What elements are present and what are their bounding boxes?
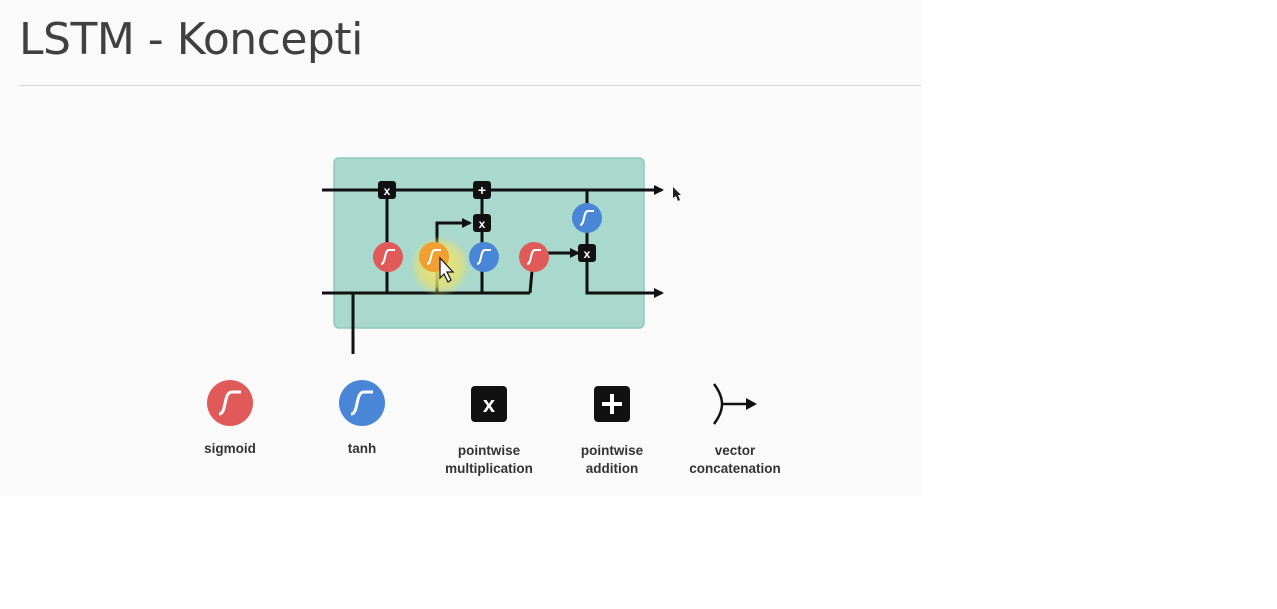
svg-text:x: x (584, 247, 591, 261)
output-multiply-op: x (578, 244, 596, 262)
legend-tanh-icon (339, 380, 385, 426)
title-sub: Koncepti (176, 14, 364, 65)
svg-text:x: x (384, 184, 391, 198)
legend-label-pointwise-addition: pointwise addition (580, 443, 644, 476)
candidate-tanh (469, 242, 499, 272)
legend-label-vector-concatenation: vector concatenation (689, 443, 781, 476)
legend-add-icon (594, 386, 630, 422)
svg-text:+: + (478, 182, 486, 198)
legend-concatenation-icon (712, 383, 757, 425)
slide: LSTM - Koncepti (19, 14, 921, 476)
input-multiply-op: x (473, 214, 491, 232)
legend-label-tanh: tanh (347, 441, 377, 456)
stray-cursor-icon (673, 187, 681, 201)
slide-title: LSTM - Koncepti (19, 14, 363, 67)
forget-gate-sigmoid (373, 242, 403, 272)
lstm-diagram: x + x x (207, 157, 757, 426)
svg-text:x: x (479, 217, 486, 231)
output-gate-sigmoid (519, 242, 549, 272)
title-divider (19, 85, 921, 86)
legend-label-sigmoid: sigmoid (204, 441, 256, 456)
title-main: LSTM (19, 14, 135, 65)
cell-tanh (572, 203, 602, 233)
title-separator: - (147, 14, 164, 65)
hidden-output-line (585, 253, 664, 298)
svg-text:x: x (483, 392, 496, 417)
forget-multiply-op: x (378, 181, 396, 199)
legend-sigmoid-icon (207, 380, 253, 426)
mouse-cursor-icon (439, 256, 455, 283)
cell-add-op: + (473, 181, 491, 199)
legend-multiply-icon: x (471, 386, 507, 422)
legend-label-pointwise-multiplication: pointwise multiplication (445, 443, 533, 476)
